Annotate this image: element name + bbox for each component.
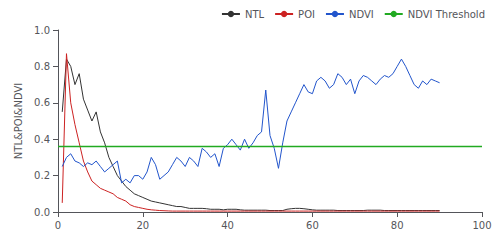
svg-text:NTL&POI&NDVI: NTL&POI&NDVI — [13, 83, 24, 159]
svg-text:NDVI: NDVI — [349, 9, 374, 20]
svg-text:40: 40 — [221, 220, 234, 231]
svg-text:80: 80 — [391, 220, 404, 231]
svg-text:0: 0 — [55, 220, 61, 231]
svg-text:0.4: 0.4 — [34, 134, 50, 145]
svg-text:100: 100 — [472, 220, 491, 231]
svg-text:20: 20 — [136, 220, 149, 231]
svg-text:0.8: 0.8 — [34, 61, 50, 72]
svg-text:NTL: NTL — [245, 9, 265, 20]
svg-text:0.0: 0.0 — [34, 207, 50, 218]
svg-text:60: 60 — [306, 220, 319, 231]
svg-text:NDVI Threshold: NDVI Threshold — [408, 9, 485, 20]
svg-text:0.2: 0.2 — [34, 170, 50, 181]
svg-text:POI: POI — [298, 9, 315, 20]
svg-text:1.0: 1.0 — [34, 25, 50, 36]
svg-text:0.6: 0.6 — [34, 97, 50, 108]
